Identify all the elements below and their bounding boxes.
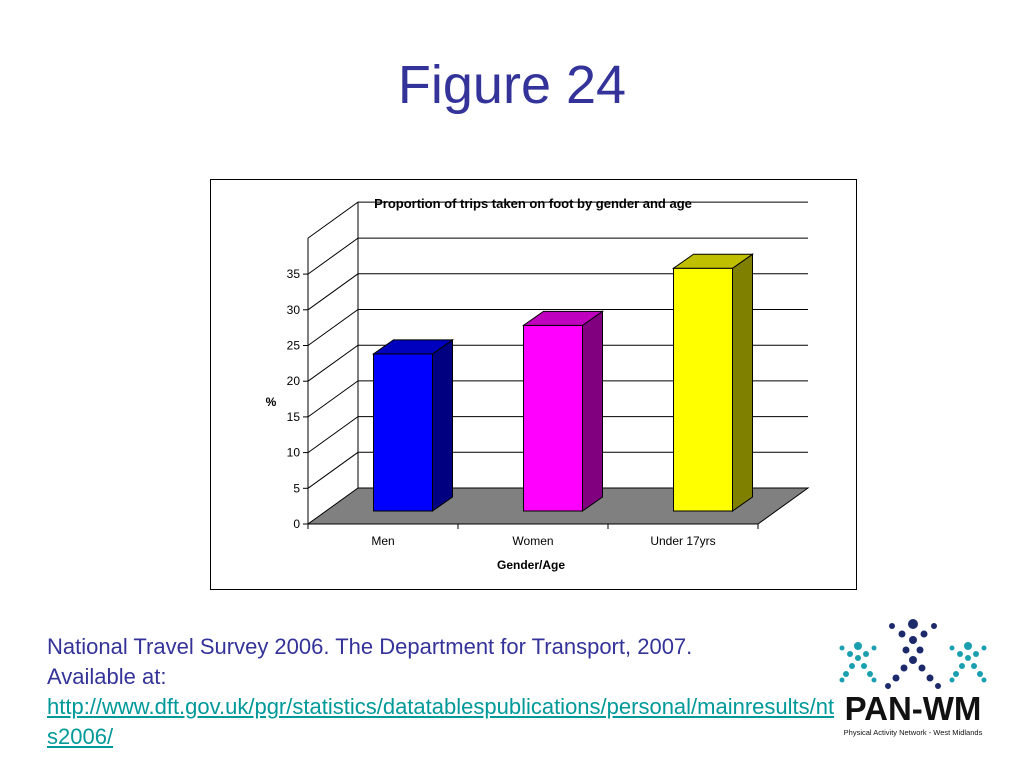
y-tick-label: 15 [287, 410, 301, 424]
y-tick-label: 0 [293, 517, 300, 531]
x-tick-label: Under 17yrs [650, 534, 715, 548]
y-tick-label: 35 [287, 267, 301, 281]
chart-title: Proportion of trips taken on foot by gen… [374, 196, 692, 211]
logo-subtitle: Physical Activity Network - West Midland… [843, 728, 983, 737]
source-citation: National Travel Survey 2006. The Departm… [47, 632, 837, 752]
logo-figures-icon [839, 619, 987, 689]
y-tick-label: 10 [287, 446, 301, 460]
bar-side [732, 253, 753, 512]
bar-top [671, 253, 755, 269]
x-tick-label: Men [371, 534, 394, 548]
y-tick-label: 5 [293, 481, 300, 495]
x-axis-label: Gender/Age [497, 558, 565, 572]
bar-side [432, 338, 453, 512]
source-line-1: National Travel Survey 2006. The Departm… [47, 634, 693, 659]
bar-men [371, 338, 455, 512]
x-tick-label: Women [512, 534, 553, 548]
slide-title: Figure 24 [397, 55, 627, 115]
bar-women [521, 310, 605, 512]
y-tick-label: 20 [287, 374, 301, 388]
bar-side [582, 310, 603, 512]
bar-under-17yrs [671, 253, 755, 512]
bar-front [673, 267, 733, 512]
logo-wordmark: PAN-WM [844, 690, 982, 727]
bar-top [371, 339, 455, 355]
bar-front [523, 324, 583, 512]
source-line-2: Available at: [47, 664, 167, 689]
y-axis-label: % [266, 395, 277, 409]
bar-front [373, 353, 433, 512]
y-tick-label: 30 [287, 303, 301, 317]
bar-chart: Proportion of trips taken on foot by gen… [266, 196, 810, 572]
chart-frame: Proportion of trips taken on foot by gen… [210, 179, 857, 590]
source-link[interactable]: http://www.dft.gov.uk/pgr/statistics/dat… [47, 694, 835, 749]
pan-wm-logo: PAN-WM Physical Activity Network - West … [828, 610, 998, 740]
y-tick-label: 25 [287, 339, 301, 353]
bar-top [521, 310, 605, 326]
